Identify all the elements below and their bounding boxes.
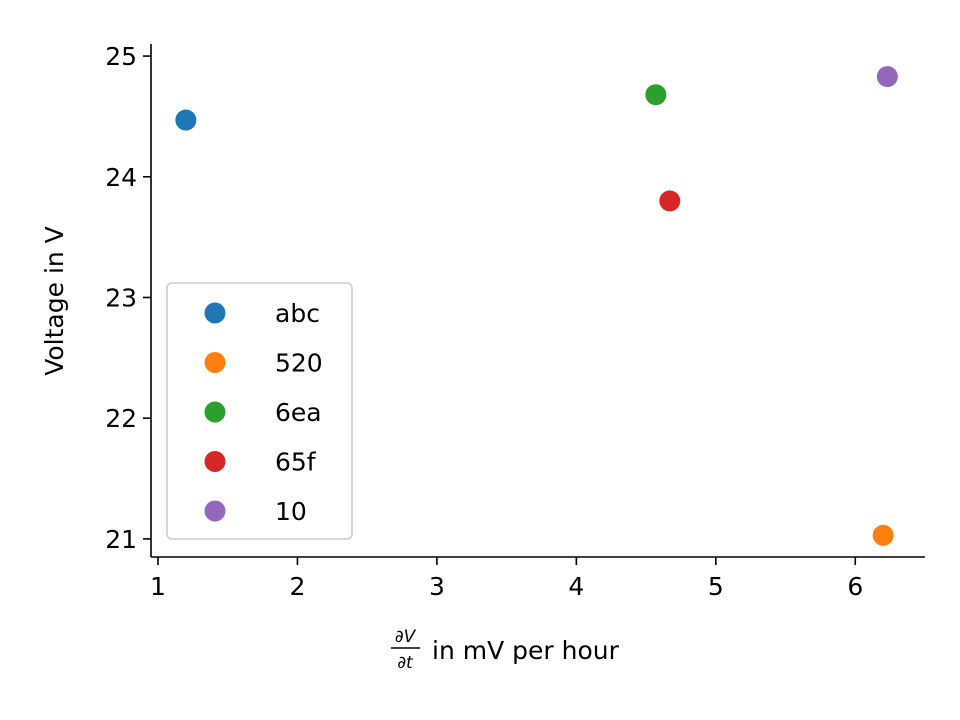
scatter-point-520 bbox=[872, 524, 894, 546]
x-tick-label: 1 bbox=[150, 572, 166, 601]
legend-label-6ea: 6ea bbox=[275, 398, 322, 427]
x-axis-label-text: in mV per hour bbox=[432, 636, 620, 665]
x-axis-label-denominator: ∂t bbox=[397, 653, 414, 673]
y-ticks: 21 22 23 24 25 bbox=[105, 42, 151, 554]
x-tick-label: 4 bbox=[568, 572, 584, 601]
legend-frame bbox=[166, 282, 353, 540]
x-tick-label: 3 bbox=[429, 572, 445, 601]
scatter-point-10 bbox=[876, 66, 898, 88]
legend: abc 520 6ea 65f 10 bbox=[166, 282, 353, 540]
x-tick-label: 5 bbox=[708, 572, 724, 601]
plot-area bbox=[175, 66, 898, 546]
scatter-point-abc bbox=[175, 109, 197, 131]
y-tick-label: 24 bbox=[105, 163, 137, 192]
legend-label-520: 520 bbox=[275, 349, 323, 378]
y-tick-label: 23 bbox=[105, 283, 137, 312]
x-axis-label-numerator: ∂V bbox=[395, 627, 417, 647]
y-tick-label: 25 bbox=[105, 42, 137, 71]
y-tick-label: 22 bbox=[105, 404, 137, 433]
legend-marker-abc bbox=[204, 302, 226, 324]
legend-items: abc 520 6ea 65f 10 bbox=[204, 299, 323, 526]
legend-marker-10 bbox=[204, 500, 226, 522]
legend-label-65f: 65f bbox=[275, 448, 317, 477]
y-axis-label: Voltage in V bbox=[40, 226, 69, 376]
x-ticks: 1 2 3 4 5 6 bbox=[150, 557, 863, 601]
legend-label-abc: abc bbox=[275, 299, 320, 328]
legend-marker-65f bbox=[204, 451, 226, 472]
legend-marker-520 bbox=[204, 352, 226, 373]
legend-marker-6ea bbox=[204, 401, 226, 423]
legend-label-10: 10 bbox=[275, 497, 307, 526]
scatter-point-65f bbox=[659, 190, 681, 212]
x-tick-label: 6 bbox=[847, 572, 863, 601]
y-tick-label: 21 bbox=[105, 525, 137, 554]
x-tick-label: 2 bbox=[289, 572, 305, 601]
x-axis-label: ∂V ∂t in mV per hour bbox=[391, 627, 620, 673]
scatter-point-6ea bbox=[645, 84, 667, 106]
